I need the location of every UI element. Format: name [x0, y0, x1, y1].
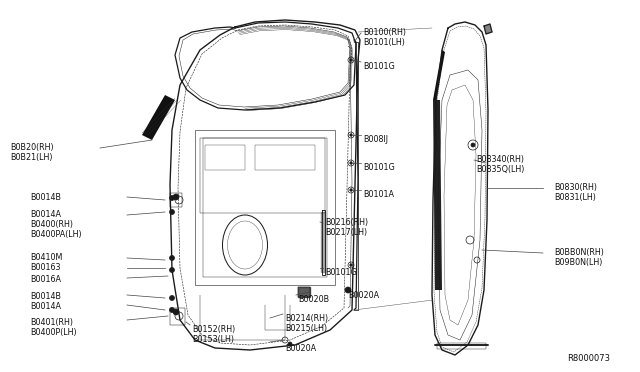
- Circle shape: [350, 134, 352, 136]
- Polygon shape: [433, 100, 442, 290]
- Text: B0217(LH): B0217(LH): [325, 228, 367, 237]
- Bar: [195, 130, 335, 285]
- Text: B0014A: B0014A: [30, 210, 61, 219]
- Text: B09B0N(LH): B09B0N(LH): [554, 258, 602, 267]
- Text: B0101(LH): B0101(LH): [363, 38, 405, 47]
- Text: B0020A: B0020A: [348, 291, 379, 300]
- Text: B0216(RH): B0216(RH): [325, 218, 368, 227]
- Text: B0101G: B0101G: [363, 163, 395, 172]
- Text: B0020A: B0020A: [285, 344, 316, 353]
- Text: B0831(LH): B0831(LH): [554, 193, 596, 202]
- Polygon shape: [298, 287, 310, 297]
- Bar: [200, 138, 325, 213]
- Text: B0401(RH): B0401(RH): [30, 318, 73, 327]
- Text: B0016A: B0016A: [30, 275, 61, 284]
- Circle shape: [288, 342, 292, 346]
- Circle shape: [170, 209, 175, 215]
- Circle shape: [471, 143, 475, 147]
- Circle shape: [173, 194, 179, 200]
- Text: B0410M: B0410M: [30, 253, 62, 262]
- Text: B0153(LH): B0153(LH): [192, 335, 234, 344]
- Circle shape: [173, 309, 179, 315]
- Bar: [255, 145, 315, 170]
- Text: B00163: B00163: [30, 263, 61, 272]
- Circle shape: [350, 264, 352, 266]
- Text: B0B21(LH): B0B21(LH): [10, 153, 52, 162]
- Text: B008IJ: B008IJ: [363, 135, 388, 144]
- Bar: [203, 138, 327, 277]
- Text: B0014B: B0014B: [30, 193, 61, 202]
- Circle shape: [170, 267, 175, 273]
- Polygon shape: [321, 212, 325, 272]
- Text: B0830(RH): B0830(RH): [554, 183, 597, 192]
- Circle shape: [170, 308, 175, 312]
- Circle shape: [170, 256, 175, 260]
- Text: B08340(RH): B08340(RH): [476, 155, 524, 164]
- Text: B0152(RH): B0152(RH): [192, 325, 236, 334]
- Polygon shape: [142, 95, 175, 140]
- Circle shape: [345, 287, 351, 293]
- Text: B0014A: B0014A: [30, 302, 61, 311]
- Text: R8000073: R8000073: [567, 354, 610, 363]
- Text: B0014B: B0014B: [30, 292, 61, 301]
- Polygon shape: [484, 24, 492, 34]
- Text: B0400PA(LH): B0400PA(LH): [30, 230, 82, 239]
- Text: B0B20(RH): B0B20(RH): [10, 143, 54, 152]
- Bar: [205, 145, 245, 170]
- Circle shape: [170, 196, 175, 201]
- Text: B0101A: B0101A: [363, 190, 394, 199]
- Text: B0020B: B0020B: [298, 295, 329, 304]
- Circle shape: [350, 59, 352, 61]
- Circle shape: [350, 189, 352, 191]
- Text: B0214(RH): B0214(RH): [285, 314, 328, 323]
- Circle shape: [350, 162, 352, 164]
- Text: B0835Q(LH): B0835Q(LH): [476, 165, 524, 174]
- Text: B0100(RH): B0100(RH): [363, 28, 406, 37]
- Circle shape: [170, 295, 175, 301]
- Polygon shape: [433, 50, 445, 102]
- Text: B0BB0N(RH): B0BB0N(RH): [554, 248, 604, 257]
- Text: B0400P(LH): B0400P(LH): [30, 328, 77, 337]
- Text: B0400(RH): B0400(RH): [30, 220, 73, 229]
- Text: B0101G: B0101G: [325, 268, 356, 277]
- Text: B0215(LH): B0215(LH): [285, 324, 327, 333]
- Text: B0101G: B0101G: [363, 62, 395, 71]
